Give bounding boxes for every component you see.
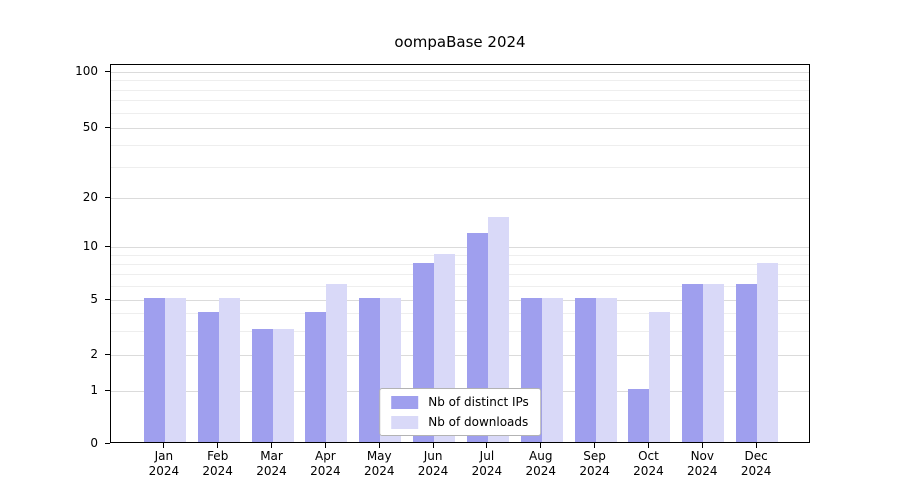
- x-tick-label: Feb 2024: [186, 449, 250, 479]
- x-tick-label: Aug 2024: [509, 449, 573, 479]
- x-tick-mark: [701, 443, 703, 448]
- legend-label: Nb of downloads: [428, 415, 529, 429]
- gridline-minor: [111, 264, 809, 266]
- x-tick-year: 2024: [525, 464, 557, 478]
- bar-distinct-ips-apr: [305, 312, 327, 442]
- x-tick-mark: [486, 443, 488, 448]
- bar-downloads-feb: [218, 298, 240, 442]
- y-tick-label: 100: [75, 63, 98, 78]
- x-tick-mark: [432, 443, 434, 448]
- x-tick-label: May 2024: [347, 449, 411, 479]
- gridline-major: [111, 299, 809, 301]
- gridline-minor: [111, 100, 809, 102]
- x-tick-label: Jun 2024: [401, 449, 465, 479]
- x-tick-year: 2024: [148, 464, 180, 478]
- bar-distinct-ips-jan: [143, 298, 165, 442]
- y-tick-label: 10: [82, 239, 98, 254]
- gridline-major: [111, 127, 809, 129]
- bar-distinct-ips-feb: [197, 312, 219, 442]
- x-tick-year: 2024: [310, 464, 341, 478]
- bar-distinct-ips-nov: [682, 284, 704, 442]
- x-tick-label: Jan 2024: [132, 449, 196, 479]
- gridline-minor: [111, 313, 809, 315]
- x-tick-year: 2024: [363, 464, 395, 478]
- x-tick-mark: [755, 443, 757, 448]
- x-tick-mark: [594, 443, 596, 448]
- bar-downloads-jan: [164, 298, 186, 442]
- plot-area: Nb of distinct IPs Nb of downloads: [110, 64, 810, 443]
- x-tick-year: 2024: [687, 464, 718, 478]
- y-tick-mark: [105, 197, 110, 199]
- bar-distinct-ips-oct: [628, 389, 650, 442]
- bar-downloads-jul: [487, 217, 509, 442]
- x-tick-mark: [540, 443, 542, 448]
- gridline-minor: [111, 89, 809, 91]
- y-tick-label: 2: [90, 347, 98, 362]
- gridline-minor: [111, 167, 809, 169]
- gridline-minor: [111, 330, 809, 332]
- legend-row: Nb of distinct IPs: [391, 395, 529, 409]
- gridline-major: [111, 355, 809, 357]
- legend-swatch-downloads: [391, 415, 419, 429]
- x-tick-year: 2024: [633, 464, 664, 478]
- y-tick-mark: [105, 389, 110, 391]
- y-tick-mark: [105, 354, 110, 356]
- x-tick-mark: [163, 443, 165, 448]
- gridline-minor: [111, 112, 809, 114]
- legend-label: Nb of distinct IPs: [428, 395, 529, 409]
- x-tick-label: Sep 2024: [563, 449, 627, 479]
- bar-distinct-ips-dec: [736, 284, 758, 442]
- legend-row: Nb of downloads: [391, 415, 529, 429]
- x-tick-mark: [217, 443, 219, 448]
- bar-downloads-sep: [595, 298, 617, 442]
- y-tick-mark: [105, 70, 110, 72]
- x-tick-label: Mar 2024: [240, 449, 304, 479]
- bar-distinct-ips-may: [359, 298, 381, 442]
- y-tick-mark: [105, 126, 110, 128]
- x-tick-year: 2024: [202, 464, 233, 478]
- x-tick-mark: [271, 443, 273, 448]
- gridline-minor: [111, 285, 809, 287]
- bar-downloads-apr: [326, 284, 348, 442]
- y-tick-mark: [105, 442, 110, 444]
- x-tick-year: 2024: [417, 464, 449, 478]
- bar-downloads-nov: [703, 284, 725, 442]
- x-tick-mark: [324, 443, 326, 448]
- gridline-major: [111, 247, 809, 249]
- bar-downloads-dec: [757, 263, 779, 442]
- x-tick-year: 2024: [471, 464, 503, 478]
- x-tick-year: 2024: [256, 464, 287, 478]
- bar-downloads-oct: [649, 312, 671, 442]
- y-tick-mark: [105, 246, 110, 248]
- y-tick-label: 1: [90, 382, 98, 397]
- gridline-minor: [111, 144, 809, 146]
- gridline-minor: [111, 274, 809, 276]
- legend: Nb of distinct IPs Nb of downloads: [379, 388, 541, 436]
- chart-title: oompaBase 2024: [394, 33, 526, 51]
- bar-distinct-ips-mar: [251, 329, 273, 442]
- legend-swatch-distinct-ips: [391, 395, 419, 409]
- x-tick-year: 2024: [579, 464, 610, 478]
- gridline-minor: [111, 80, 809, 82]
- x-tick-label: Apr 2024: [293, 449, 357, 479]
- bar-downloads-aug: [541, 298, 563, 442]
- gridline-major: [111, 198, 809, 200]
- x-tick-mark: [647, 443, 649, 448]
- x-tick-label: Dec 2024: [724, 449, 788, 479]
- gridline-minor: [111, 255, 809, 257]
- bar-downloads-mar: [272, 329, 294, 442]
- gridline-major: [111, 71, 809, 73]
- y-tick-label: 50: [82, 119, 98, 134]
- y-tick-label: 5: [90, 291, 98, 306]
- x-tick-mark: [378, 443, 380, 448]
- y-tick-label: 0: [90, 435, 98, 450]
- x-tick-label: Oct 2024: [616, 449, 680, 479]
- bar-distinct-ips-sep: [574, 298, 596, 442]
- x-tick-label: Jul 2024: [455, 449, 519, 479]
- y-tick-mark: [105, 298, 110, 300]
- y-tick-label: 20: [82, 190, 98, 205]
- x-tick-year: 2024: [740, 464, 772, 478]
- x-tick-label: Nov 2024: [670, 449, 734, 479]
